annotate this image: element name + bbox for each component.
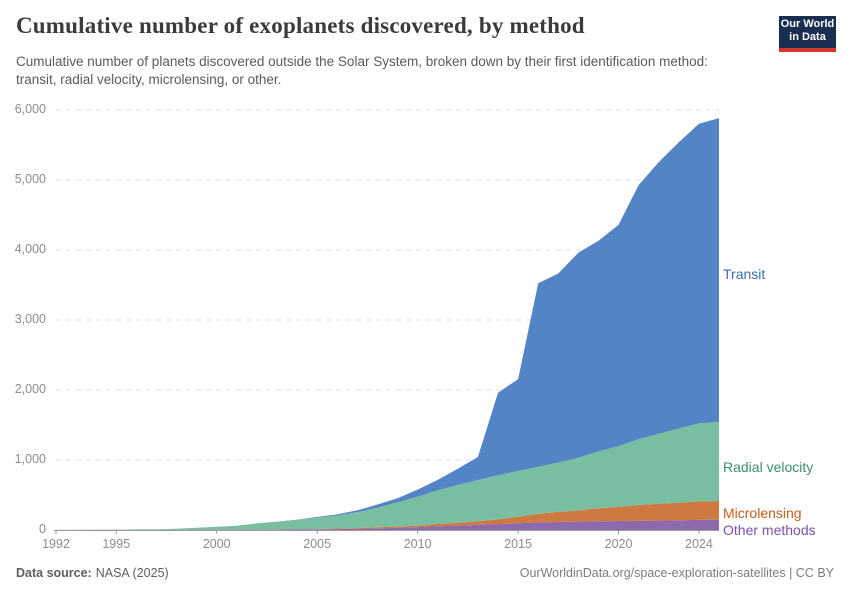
x-axis-label-2020: 2020: [604, 537, 633, 551]
owid-logo-line1: Our World: [780, 18, 835, 30]
x-axis-label-2015: 2015: [504, 537, 532, 551]
y-axis-label-5000: 5,000: [14, 172, 46, 186]
data-source-value: NASA (2025): [95, 566, 169, 580]
x-axis-label-1995: 1995: [102, 537, 131, 551]
y-axis-label-6000: 6,000: [14, 102, 46, 116]
x-axis-label-2024: 2024: [685, 537, 713, 551]
area-radial-velocity[interactable]: [56, 421, 719, 530]
series-label-other-methods: Other methods: [723, 522, 816, 538]
page-title: Cumulative number of exoplanets discover…: [16, 13, 585, 38]
data-source-note: Data source: NASA (2025): [16, 566, 169, 580]
x-axis-label-2000: 2000: [202, 537, 231, 551]
x-axis-label-1992: 1992: [42, 537, 70, 551]
y-axis-label-4000: 4,000: [14, 242, 46, 256]
area-microlensing[interactable]: [56, 501, 719, 530]
area-transit[interactable]: [56, 118, 719, 530]
area-other-methods[interactable]: [56, 519, 719, 530]
area-series-group: [56, 118, 719, 530]
chart-subtitle: Cumulative number of planets discovered …: [16, 54, 708, 87]
y-axis-label-3000: 3,000: [14, 312, 46, 326]
series-label-microlensing: Microlensing: [723, 505, 802, 521]
series-label-transit: Transit: [723, 266, 766, 282]
y-axis-label-2000: 2,000: [14, 382, 46, 396]
owid-logo-line2: in Data: [789, 31, 826, 43]
credit-link[interactable]: OurWorldinData.org/space-exploration-sat…: [519, 566, 834, 580]
x-axis: [54, 530, 719, 534]
data-source-label: Data source:: [16, 566, 92, 580]
series-label-radial-velocity: Radial velocity: [723, 459, 814, 475]
y-axis-label-0: 0: [39, 522, 46, 536]
x-axis-label-2005: 2005: [303, 537, 332, 551]
owid-logo[interactable]: Our World in Data: [779, 16, 836, 52]
x-axis-label-2010: 2010: [403, 537, 432, 551]
y-axis-label-1000: 1,000: [14, 452, 46, 466]
